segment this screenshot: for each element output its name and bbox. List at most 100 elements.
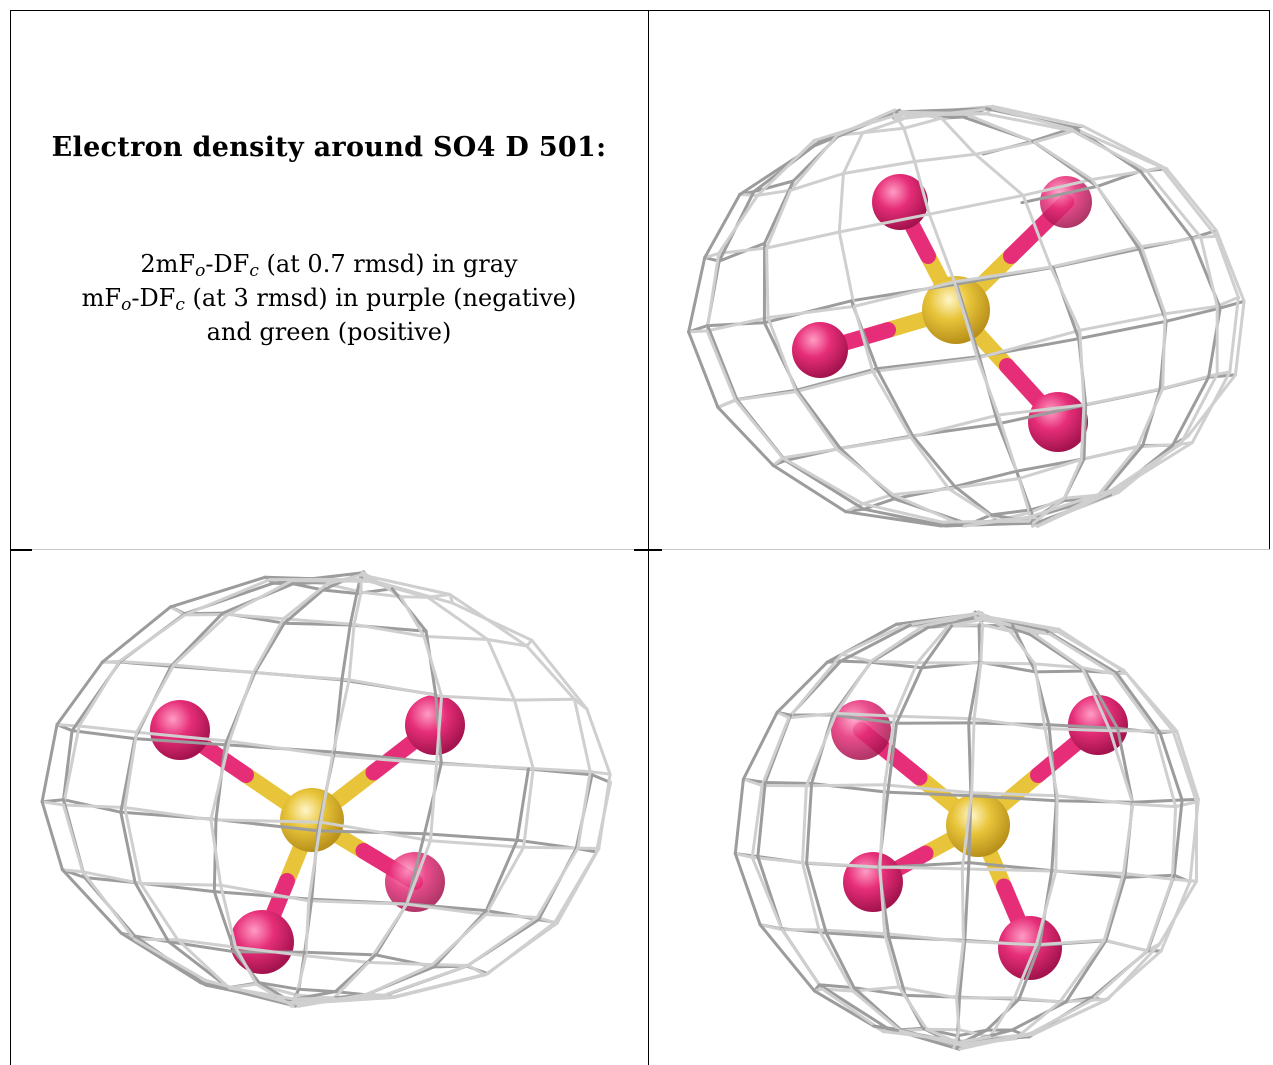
- mesh-segment: [169, 605, 187, 617]
- density-mesh: [687, 104, 1246, 528]
- mesh-segment: [133, 881, 170, 944]
- mesh-segment: [909, 413, 1000, 439]
- mesh-segment: [62, 803, 85, 874]
- mesh-segment: [1090, 169, 1148, 181]
- mesh-segment: [1190, 370, 1232, 445]
- mesh-segment: [805, 861, 828, 935]
- mesh-segment: [530, 638, 589, 711]
- mesh-segment: [1115, 441, 1194, 492]
- mesh-segment: [167, 940, 230, 990]
- mesh-segment: [961, 939, 1038, 947]
- mesh-segment: [756, 139, 816, 197]
- mesh-segment: [844, 510, 942, 528]
- mesh-segment: [955, 996, 961, 1032]
- mesh-segment: [824, 931, 891, 939]
- mesh-segment: [332, 960, 370, 1000]
- mesh-segment: [1175, 729, 1200, 801]
- mesh-segment: [878, 783, 887, 869]
- mesh-segment: [869, 659, 919, 665]
- mesh-segment: [405, 902, 488, 916]
- mesh-segment: [973, 140, 1037, 156]
- mesh-segment: [1108, 729, 1135, 806]
- mesh-segment: [852, 304, 875, 374]
- legend-subscript: o: [121, 295, 132, 315]
- mesh-segment: [255, 982, 295, 1008]
- mesh-segment: [352, 622, 426, 638]
- mesh-segment: [878, 865, 964, 871]
- mesh-segment: [359, 573, 452, 596]
- mesh-segment: [973, 152, 1025, 197]
- mesh-segment: [307, 820, 323, 903]
- table-row-divider-segment: [10, 549, 32, 551]
- legend-text: 2mFo-DFc (at 0.7 rmsd) in gray mFo-DFc (…: [10, 247, 648, 349]
- legend-subscript: c: [175, 295, 185, 315]
- mesh-segment: [304, 899, 311, 958]
- mesh-segment: [1057, 627, 1128, 675]
- mesh-segment: [1033, 129, 1075, 144]
- mesh-segment: [304, 954, 370, 964]
- mesh-segment: [878, 865, 887, 936]
- mesh-segment: [1174, 800, 1198, 809]
- mesh-segment: [883, 714, 896, 787]
- mesh-segment: [81, 870, 142, 885]
- mesh-segment: [405, 839, 432, 906]
- mesh-segment: [898, 1029, 960, 1046]
- mesh-segment: [1012, 943, 1038, 1000]
- mesh-segment: [775, 660, 829, 714]
- mesh-segment: [852, 280, 956, 308]
- sulfur-atom: [280, 788, 344, 852]
- mesh-segment: [117, 613, 187, 663]
- mesh-segment: [1027, 496, 1066, 515]
- mesh-segment: [123, 806, 213, 822]
- oxygen-atom: [405, 695, 465, 755]
- mesh-segment: [176, 938, 231, 990]
- mesh-segment: [1021, 178, 1094, 197]
- mesh-segment: [382, 964, 470, 997]
- mesh-segment: [1199, 235, 1219, 308]
- mesh-segment: [347, 622, 356, 682]
- mesh-segment: [1131, 802, 1178, 809]
- mesh-segment: [788, 133, 839, 192]
- mesh-segment: [940, 116, 977, 156]
- mesh-segment: [953, 485, 993, 517]
- mesh-segment: [321, 588, 359, 595]
- mesh-segment: [133, 737, 227, 747]
- mesh-segment: [756, 781, 767, 859]
- mesh-segment: [176, 938, 238, 949]
- mesh-segment: [902, 126, 917, 163]
- mesh-segment: [1110, 442, 1183, 492]
- mesh-segment: [366, 960, 434, 967]
- mesh-segment: [706, 324, 739, 401]
- mesh-segment: [926, 617, 978, 629]
- mesh-segment: [226, 579, 294, 616]
- mesh-segment: [513, 697, 576, 702]
- mesh-segment: [1034, 938, 1106, 947]
- mesh-segment: [1078, 312, 1167, 332]
- mesh-segment: [1055, 794, 1135, 806]
- mesh-segment: [801, 861, 882, 869]
- oxygen-atom: [230, 910, 294, 974]
- mesh-segment: [893, 106, 995, 121]
- mesh-segment: [290, 579, 368, 583]
- mesh-segment: [1054, 869, 1125, 875]
- mesh-segment: [787, 652, 844, 720]
- mesh-segment: [946, 617, 984, 628]
- mesh-segment: [972, 717, 1047, 730]
- mesh-segment: [771, 456, 785, 467]
- mesh-segment: [851, 989, 902, 1033]
- mesh-segment: [893, 661, 919, 718]
- mesh-segment: [1115, 671, 1162, 735]
- mesh-segment: [980, 614, 1061, 631]
- oxygen-atom: [998, 916, 1062, 980]
- mesh-segment: [976, 356, 1000, 417]
- mesh-segment: [733, 852, 754, 859]
- legend-term: -DF: [131, 284, 176, 312]
- mesh-segment: [431, 913, 488, 967]
- mesh-segment: [750, 784, 764, 859]
- table-column-divider: [648, 10, 649, 1065]
- mesh-segment: [226, 613, 285, 621]
- figure-title: Electron density around SO4 D 501:: [51, 132, 607, 163]
- table-row-divider-segment: [634, 549, 662, 551]
- mesh-segment: [198, 981, 297, 1008]
- mesh-segment: [1033, 662, 1084, 670]
